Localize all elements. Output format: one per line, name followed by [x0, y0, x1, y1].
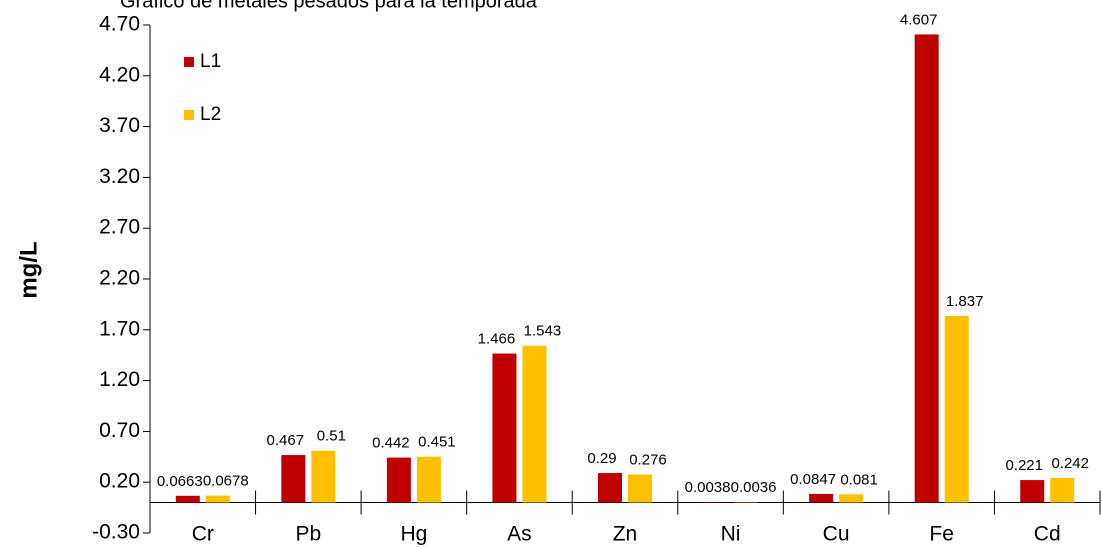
bar — [1020, 480, 1045, 503]
legend-swatch — [184, 110, 194, 120]
x-tick-label: Ni — [721, 523, 741, 546]
bar — [839, 494, 864, 503]
y-tick-label: 4.20 — [99, 63, 140, 86]
x-tick-label: Cr — [192, 523, 214, 546]
x-tick-label: Fe — [929, 523, 954, 546]
bar — [416, 456, 441, 503]
data-label: 0.451 — [418, 434, 456, 451]
data-label: 1.837 — [946, 293, 984, 310]
x-tick-label: Pb — [295, 523, 321, 546]
data-label: 0.242 — [1051, 455, 1089, 472]
bar — [175, 495, 200, 503]
legend-swatch — [184, 57, 194, 67]
data-label: 0.0663 — [157, 473, 203, 490]
data-label: 0.276 — [629, 451, 667, 468]
y-tick-label: 3.70 — [99, 114, 140, 137]
x-tick-label: Cd — [1034, 523, 1061, 546]
x-tick-label: Zn — [613, 523, 638, 546]
x-tick-label: As — [507, 523, 532, 546]
data-label: 0.442 — [372, 435, 410, 452]
y-tick-label: 0.20 — [99, 470, 140, 493]
y-tick-label: 3.20 — [99, 165, 140, 188]
data-label: 0.0847 — [790, 471, 836, 488]
y-tick-label: 2.70 — [99, 216, 140, 239]
data-label: 0.221 — [1005, 457, 1043, 474]
y-tick-label: 2.20 — [99, 267, 140, 290]
data-label: 0.0036 — [731, 479, 777, 496]
bar — [914, 34, 939, 503]
bar — [205, 495, 230, 503]
chart-title: Gráfico de metales pesados para la tempo… — [120, 0, 538, 12]
y-tick-label: 4.70 — [99, 13, 140, 36]
bar — [809, 493, 834, 503]
legend-label: L2 — [200, 104, 221, 125]
data-label: 0.081 — [840, 471, 878, 488]
data-label: 0.51 — [317, 428, 346, 445]
bar — [944, 315, 969, 503]
data-label: 0.467 — [267, 432, 305, 449]
x-tick-label: Hg — [400, 523, 427, 546]
bar — [628, 474, 652, 503]
y-tick-label: -0.30 — [92, 521, 140, 544]
y-tick-label: 1.70 — [99, 317, 140, 340]
data-label: 0.0678 — [203, 473, 249, 490]
bar — [492, 353, 517, 503]
y-axis-label: mg/L — [15, 241, 42, 298]
legend-label: L1 — [200, 51, 221, 72]
data-label: 1.543 — [524, 323, 562, 340]
bar — [522, 345, 547, 503]
bar — [386, 457, 411, 503]
bar — [281, 455, 306, 503]
bar — [1050, 477, 1075, 503]
data-label: 4.607 — [900, 11, 938, 28]
data-label: 0.0038 — [685, 479, 731, 496]
y-tick-label: 0.70 — [99, 419, 140, 442]
data-label: 0.29 — [587, 450, 616, 467]
x-tick-label: Cu — [823, 523, 850, 546]
bar — [311, 450, 336, 503]
bar — [598, 473, 622, 503]
y-tick-label: 1.20 — [99, 368, 140, 391]
data-label: 1.466 — [478, 331, 516, 348]
